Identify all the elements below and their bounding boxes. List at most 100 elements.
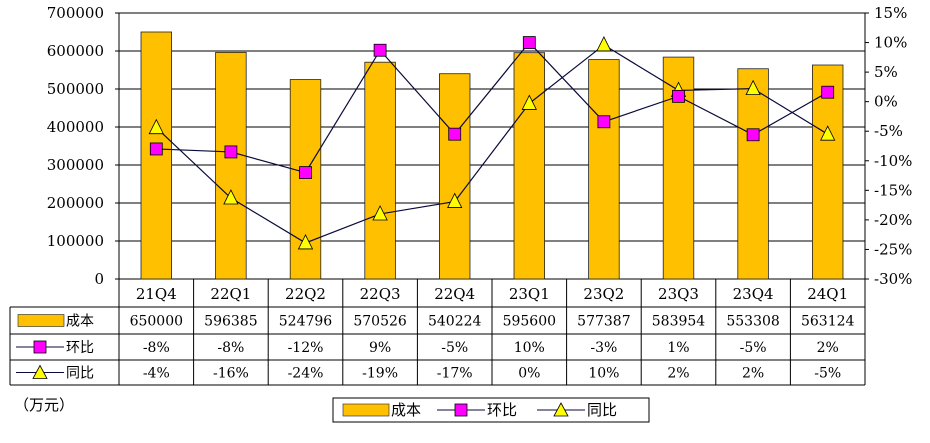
row-header-label: 成本 bbox=[66, 314, 94, 330]
y-right-tick-label: -5% bbox=[874, 122, 903, 140]
qoq-point bbox=[597, 115, 611, 129]
qoq-point bbox=[149, 142, 163, 156]
y-right-tick-label: 10% bbox=[874, 34, 907, 52]
y-left-tick-label: 400000 bbox=[47, 118, 104, 136]
yoy-point bbox=[148, 118, 164, 135]
unit-label: （万元） bbox=[14, 396, 74, 414]
x-tick-label: 23Q1 bbox=[509, 285, 550, 303]
data-label: -5% bbox=[814, 366, 841, 382]
data-label: 2% bbox=[742, 366, 764, 382]
data-label: -5% bbox=[740, 340, 767, 356]
row-key-marker bbox=[32, 364, 48, 379]
data-label: 524796 bbox=[279, 314, 333, 330]
y-left-tick-label: 100000 bbox=[47, 232, 104, 250]
qoq-point bbox=[522, 36, 536, 49]
data-label: -19% bbox=[362, 366, 398, 382]
data-label: 540224 bbox=[428, 314, 482, 330]
data-label: 595600 bbox=[503, 314, 556, 330]
qoq-point bbox=[224, 145, 238, 159]
series-line-1 bbox=[156, 41, 828, 174]
y-right-tick-label: 0% bbox=[874, 93, 898, 111]
x-tick-label: 23Q4 bbox=[733, 285, 774, 303]
x-tick-label: 22Q4 bbox=[434, 285, 475, 303]
data-label: 596385 bbox=[204, 314, 257, 330]
yoy-point bbox=[447, 192, 463, 208]
yoy-point bbox=[820, 125, 836, 141]
data-label: -12% bbox=[288, 340, 324, 356]
yoy-point bbox=[596, 36, 612, 52]
bar bbox=[140, 31, 172, 280]
legend-label: 成本 bbox=[391, 401, 421, 419]
data-label: -17% bbox=[437, 366, 473, 382]
data-label: -16% bbox=[213, 366, 249, 382]
data-label: -24% bbox=[288, 366, 324, 382]
y-left-tick-label: 700000 bbox=[47, 4, 104, 22]
x-tick-label: 21Q4 bbox=[136, 285, 177, 303]
x-tick-label: 23Q2 bbox=[583, 285, 624, 303]
y-right-tick-label: 5% bbox=[874, 63, 898, 81]
data-label: 650000 bbox=[130, 314, 183, 330]
qoq-point bbox=[373, 43, 387, 57]
legend-key-square bbox=[454, 403, 468, 417]
y-right-tick-label: -20% bbox=[874, 211, 912, 229]
y-right-tick-label: -10% bbox=[874, 152, 912, 170]
qoq-point bbox=[672, 89, 685, 103]
bar bbox=[215, 51, 247, 280]
legend-label: 环比 bbox=[487, 401, 517, 419]
row-header-label: 同比 bbox=[66, 366, 94, 382]
data-label: 570526 bbox=[353, 314, 407, 330]
y-right-tick-label: 15% bbox=[874, 4, 907, 22]
data-label: -8% bbox=[217, 340, 244, 356]
row-key-marker bbox=[33, 340, 47, 354]
yoy-point bbox=[372, 205, 388, 221]
bar bbox=[364, 61, 396, 280]
bar bbox=[737, 68, 769, 280]
y-left-tick-label: 500000 bbox=[47, 80, 104, 98]
legend-label: 同比 bbox=[587, 401, 617, 419]
bar bbox=[588, 59, 620, 280]
data-label: 577387 bbox=[577, 314, 630, 330]
data-label: 10% bbox=[514, 340, 545, 356]
data-label: 0% bbox=[518, 366, 540, 382]
y-left-tick-label: 0 bbox=[94, 270, 104, 288]
qoq-point bbox=[299, 166, 312, 180]
data-label: 9% bbox=[369, 340, 391, 356]
legend-key-bar bbox=[342, 403, 390, 417]
data-label: 563124 bbox=[801, 314, 855, 330]
data-label: -4% bbox=[143, 366, 170, 382]
series-line-2 bbox=[155, 44, 829, 244]
row-header-label: 环比 bbox=[66, 340, 94, 356]
yoy-point bbox=[223, 189, 239, 205]
y-left-tick-label: 600000 bbox=[47, 42, 104, 60]
x-tick-label: 22Q1 bbox=[210, 285, 251, 303]
y-right-tick-label: -15% bbox=[874, 181, 912, 199]
data-label: -8% bbox=[143, 340, 170, 356]
legend-key-triangle bbox=[553, 402, 569, 417]
yoy-point bbox=[521, 94, 537, 110]
row-key-bar bbox=[17, 314, 65, 327]
data-label: 2% bbox=[667, 366, 689, 382]
data-label: -3% bbox=[590, 340, 617, 356]
x-tick-label: 22Q2 bbox=[285, 285, 326, 303]
qoq-point bbox=[746, 128, 760, 142]
x-tick-label: 24Q1 bbox=[807, 285, 848, 303]
y-right-tick-label: -25% bbox=[874, 240, 912, 258]
data-label: 583954 bbox=[652, 314, 706, 330]
y-left-tick-label: 300000 bbox=[47, 156, 104, 174]
bar bbox=[439, 73, 471, 280]
data-label: 553308 bbox=[726, 314, 779, 330]
bar bbox=[812, 64, 844, 280]
y-left-tick-label: 200000 bbox=[47, 194, 104, 212]
qoq-point bbox=[821, 85, 835, 99]
data-label: -5% bbox=[441, 340, 468, 356]
bar bbox=[513, 52, 545, 280]
yoy-point bbox=[297, 234, 314, 250]
x-tick-label: 22Q3 bbox=[360, 285, 401, 303]
qoq-point bbox=[448, 127, 462, 141]
data-label: 10% bbox=[588, 366, 619, 382]
data-label: 2% bbox=[817, 340, 839, 356]
yoy-point bbox=[745, 79, 761, 96]
y-right-tick-label: -30% bbox=[874, 270, 912, 288]
